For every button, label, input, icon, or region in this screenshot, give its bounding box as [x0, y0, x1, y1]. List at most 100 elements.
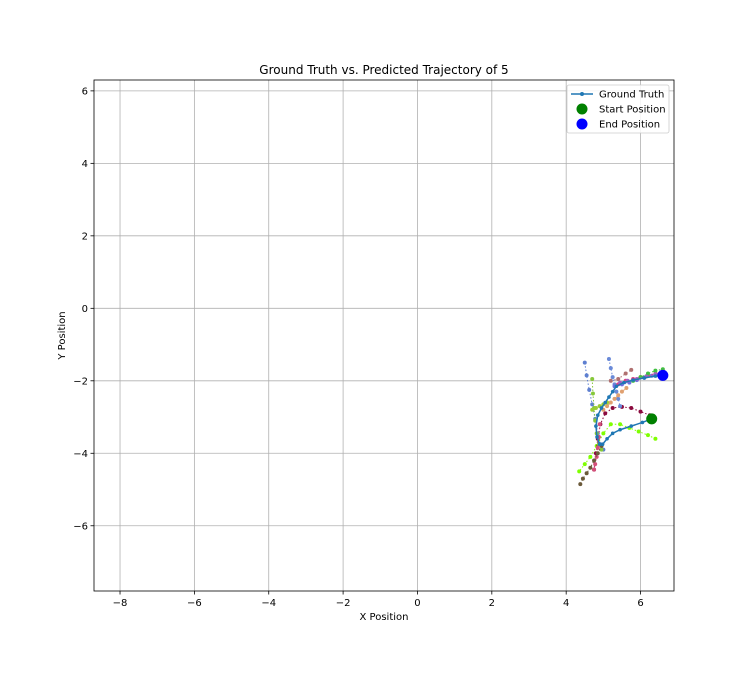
predicted-point: [636, 429, 641, 434]
ground-truth-point: [599, 406, 604, 410]
predicted-point: [590, 402, 595, 407]
grid-lines: [94, 80, 674, 591]
x-tick-label: 0: [414, 598, 420, 609]
predicted-point: [608, 366, 613, 371]
ground-truth-point: [610, 431, 615, 436]
predicted-trajectory-line: [610, 369, 632, 382]
predicted-trajectory: [577, 422, 658, 474]
predicted-point: [616, 393, 621, 398]
ground-truth-point: [610, 389, 615, 394]
y-tick-label: 2: [82, 231, 88, 242]
start-position-marker: [646, 413, 658, 425]
predicted-point: [623, 371, 628, 376]
predicted-point: [592, 467, 597, 472]
x-tick-label: 4: [563, 598, 569, 609]
ground-truth-point: [622, 380, 626, 385]
predicted-point: [601, 431, 606, 436]
end-position-marker: [657, 369, 669, 381]
predicted-trajectory-line: [593, 406, 651, 470]
predicted-point: [582, 360, 587, 365]
ground-truth-point: [629, 424, 634, 428]
predicted-point: [584, 373, 589, 378]
predicted-point: [590, 391, 595, 396]
predicted-point: [624, 386, 629, 391]
chart-title: Ground Truth vs. Predicted Trajectory of…: [259, 63, 508, 77]
predicted-point: [610, 375, 615, 380]
ground-truth-point: [603, 400, 608, 405]
ground-truth-point: [597, 442, 602, 447]
y-tick-label: −2: [73, 376, 88, 387]
legend-box: [566, 84, 670, 134]
y-axis-ticks: −6 −4 −2 0 2 4 6: [73, 86, 94, 532]
y-tick-label: −6: [73, 521, 88, 532]
legend-start-label: Start Position: [599, 105, 666, 116]
legend-start-marker: [576, 103, 588, 115]
endpoint-markers: [646, 369, 669, 425]
predicted-point: [592, 458, 597, 463]
predicted-point: [608, 378, 613, 383]
predicted-point: [629, 367, 634, 372]
predicted-point: [618, 422, 623, 427]
ground-truth-series: [594, 373, 665, 447]
x-tick-label: −8: [113, 598, 128, 609]
y-tick-label: −4: [73, 449, 88, 460]
predicted-point: [653, 368, 658, 373]
y-tick-label: 6: [82, 86, 88, 97]
y-tick-label: 0: [82, 304, 88, 315]
predicted-trajectory-line: [578, 423, 656, 472]
predicted-point: [603, 411, 608, 416]
predicted-point: [645, 433, 650, 438]
predicted-point: [616, 396, 621, 401]
predicted-point: [608, 400, 613, 405]
ground-truth-point: [653, 374, 658, 378]
predicted-point: [616, 376, 621, 381]
predicted-trajectory: [592, 404, 652, 472]
predicted-trajectory: [601, 386, 629, 412]
legend-end-label: End Position: [599, 120, 660, 131]
predicted-point: [612, 396, 617, 401]
predicted-point: [614, 389, 619, 394]
predicted-trajectory: [608, 367, 634, 383]
predicted-point: [588, 454, 593, 459]
ground-truth-point: [642, 376, 647, 380]
predicted-point: [645, 371, 650, 376]
predicted-point: [587, 387, 592, 392]
legend-ground-truth-label: Ground Truth: [599, 90, 664, 101]
x-axis-label: X Position: [360, 612, 409, 623]
predicted-point: [619, 389, 624, 394]
x-tick-label: −2: [336, 598, 351, 609]
predicted-trajectory: [578, 444, 604, 487]
predicted-point: [606, 357, 611, 362]
predicted-point: [599, 447, 604, 452]
ground-truth-line: [595, 374, 663, 445]
ground-truth-point: [631, 378, 635, 382]
legend-ground-truth-marker: [580, 92, 584, 96]
predicted-point: [582, 462, 587, 467]
legend-end-marker: [576, 118, 588, 130]
ground-truth-point: [640, 420, 645, 425]
legend: Ground Truth Start Position End Position: [566, 84, 670, 134]
x-axis-ticks: −8 −6 −4 −2 0 2 4 6: [113, 591, 644, 609]
ground-truth-point: [600, 442, 605, 447]
predicted-point: [594, 454, 599, 459]
ground-truth-point: [594, 424, 598, 428]
predicted-trajectories: [577, 357, 666, 487]
predicted-point: [580, 476, 585, 481]
predicted-point: [593, 462, 598, 467]
predicted-point: [595, 451, 600, 456]
ground-truth-point: [595, 435, 599, 439]
predicted-point: [618, 404, 623, 409]
predicted-point: [577, 469, 582, 474]
y-axis-label: Y Position: [57, 311, 68, 360]
predicted-point: [578, 482, 583, 487]
ground-truth-point: [605, 436, 609, 441]
predicted-point: [584, 471, 589, 476]
predicted-point: [595, 445, 600, 450]
predicted-point: [593, 405, 598, 410]
x-tick-label: 2: [489, 598, 495, 609]
y-tick-label: 4: [82, 159, 88, 170]
predicted-point: [590, 376, 595, 381]
predicted-point: [638, 409, 643, 414]
predicted-point: [629, 405, 634, 410]
